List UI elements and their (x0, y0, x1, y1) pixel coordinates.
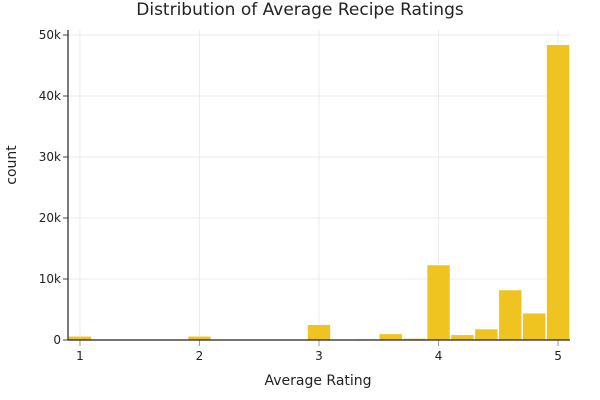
histogram-bar (426, 264, 451, 341)
x-tick-label: 2 (196, 349, 204, 363)
histogram-bar (450, 334, 475, 341)
x-tick-label: 3 (315, 349, 323, 363)
y-tick-label: 0 (53, 333, 61, 347)
x-axis-label: Average Rating (264, 373, 372, 389)
histogram-bar (546, 44, 570, 341)
y-tick-label: 30k (39, 150, 61, 164)
gridlines (68, 30, 570, 340)
chart-title: Distribution of Average Recipe Ratings (136, 0, 464, 20)
x-tick-label: 5 (554, 349, 562, 363)
histogram-bar (474, 328, 499, 341)
y-tick-label: 50k (39, 28, 61, 42)
axes: 0 10k 20k 30k 40k 50k 1 2 3 4 5 (39, 28, 570, 363)
histogram-bar (498, 289, 522, 341)
x-tick-label: 1 (76, 349, 84, 363)
y-tick-label: 20k (39, 211, 61, 225)
x-tick-label: 4 (435, 349, 443, 363)
y-tick-label: 10k (39, 272, 61, 286)
histogram-bar (522, 312, 546, 341)
histogram-bar (307, 324, 331, 341)
y-tick-label: 40k (39, 89, 61, 103)
histogram-bar (379, 333, 403, 341)
